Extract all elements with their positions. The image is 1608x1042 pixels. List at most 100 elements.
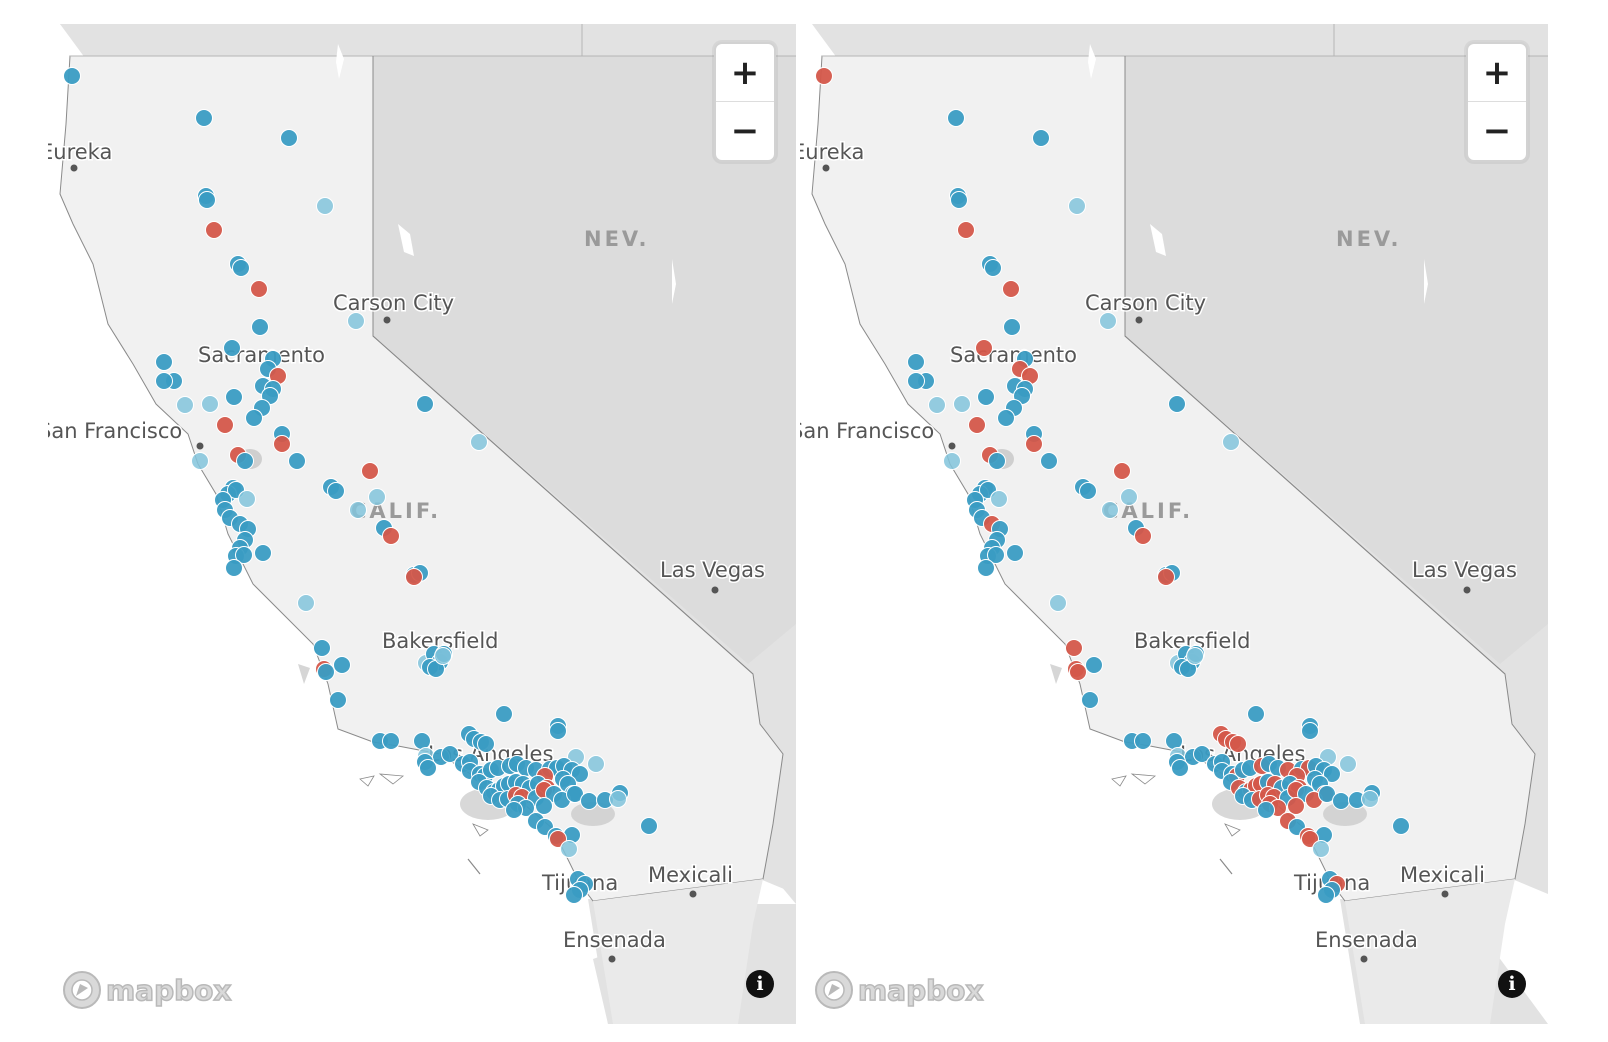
marker-red[interactable] <box>382 527 400 545</box>
marker-blue[interactable] <box>1085 656 1103 674</box>
marker-blue[interactable] <box>155 353 173 371</box>
marker-red[interactable] <box>1002 280 1020 298</box>
marker-blue[interactable] <box>236 452 254 470</box>
marker-blue[interactable] <box>327 482 345 500</box>
marker-blue[interactable] <box>441 745 459 763</box>
marker-blue[interactable] <box>587 755 605 773</box>
marker-blue[interactable] <box>225 388 243 406</box>
marker-blue[interactable] <box>347 312 365 330</box>
marker-blue[interactable] <box>1003 318 1021 336</box>
mapbox-logo[interactable]: mapbox <box>814 970 984 1010</box>
marker-red[interactable] <box>1025 435 1043 453</box>
marker-blue[interactable] <box>416 395 434 413</box>
marker-red[interactable] <box>1065 639 1083 657</box>
marker-blue[interactable] <box>907 353 925 371</box>
marker-blue[interactable] <box>1099 312 1117 330</box>
marker-blue[interactable] <box>988 452 1006 470</box>
marker-blue[interactable] <box>977 388 995 406</box>
marker-blue[interactable] <box>1081 691 1099 709</box>
zoom-out-button[interactable]: − <box>730 110 760 151</box>
marker-blue[interactable] <box>245 409 263 427</box>
marker-blue[interactable] <box>950 191 968 209</box>
marker-red[interactable] <box>1287 797 1305 815</box>
marker-blue[interactable] <box>990 490 1008 508</box>
marker-red[interactable] <box>361 462 379 480</box>
marker-blue[interactable] <box>333 656 351 674</box>
marker-blue[interactable] <box>1186 647 1204 665</box>
marker-blue[interactable] <box>977 559 995 577</box>
marker-blue[interactable] <box>235 546 253 564</box>
marker-blue[interactable] <box>191 452 209 470</box>
marker-blue[interactable] <box>953 395 971 413</box>
marker-red[interactable] <box>968 416 986 434</box>
marker-red[interactable] <box>250 280 268 298</box>
marker-blue[interactable] <box>368 488 386 506</box>
marker-blue[interactable] <box>198 191 216 209</box>
marker-red[interactable] <box>405 568 423 586</box>
marker-blue[interactable] <box>1323 765 1341 783</box>
marker-blue[interactable] <box>1257 801 1275 819</box>
zoom-out-button[interactable]: − <box>1482 110 1512 151</box>
marker-blue[interactable] <box>1165 732 1183 750</box>
marker-blue[interactable] <box>1171 759 1189 777</box>
marker-red[interactable] <box>216 416 234 434</box>
marker-blue[interactable] <box>997 409 1015 427</box>
marker-blue[interactable] <box>987 546 1005 564</box>
marker-blue[interactable] <box>195 109 213 127</box>
marker-blue[interactable] <box>1332 792 1350 810</box>
marker-red[interactable] <box>1113 462 1131 480</box>
marker-blue[interactable] <box>225 559 243 577</box>
marker-blue[interactable] <box>470 433 488 451</box>
marker-blue[interactable] <box>254 544 272 562</box>
marker-blue[interactable] <box>176 396 194 414</box>
marker-blue[interactable] <box>1312 840 1330 858</box>
marker-blue[interactable] <box>1032 129 1050 147</box>
marker-blue[interactable] <box>477 735 495 753</box>
marker-red[interactable] <box>273 435 291 453</box>
marker-blue[interactable] <box>943 452 961 470</box>
marker-blue[interactable] <box>495 705 513 723</box>
map-left[interactable]: Eureka NEV. Carson City Sacramento San F… <box>48 24 796 1024</box>
marker-blue[interactable] <box>232 259 250 277</box>
marker-red[interactable] <box>1157 568 1175 586</box>
marker-blue[interactable] <box>1134 732 1152 750</box>
marker-blue[interactable] <box>382 732 400 750</box>
marker-blue[interactable] <box>947 109 965 127</box>
marker-blue[interactable] <box>223 339 241 357</box>
marker-blue[interactable] <box>1361 790 1379 808</box>
marker-blue[interactable] <box>984 259 1002 277</box>
marker-blue[interactable] <box>317 663 335 681</box>
marker-blue[interactable] <box>1247 705 1265 723</box>
marker-blue[interactable] <box>413 732 431 750</box>
marker-blue[interactable] <box>609 790 627 808</box>
marker-blue[interactable] <box>1222 433 1240 451</box>
zoom-in-button[interactable]: + <box>1468 44 1526 102</box>
map-right[interactable]: Eureka NEV. Carson City Sacramento San F… <box>800 24 1548 1024</box>
marker-blue[interactable] <box>434 647 452 665</box>
mapbox-logo[interactable]: mapbox <box>62 970 232 1010</box>
marker-blue[interactable] <box>549 722 567 740</box>
marker-blue[interactable] <box>1193 745 1211 763</box>
marker-blue[interactable] <box>329 691 347 709</box>
marker-blue[interactable] <box>419 759 437 777</box>
marker-blue[interactable] <box>238 490 256 508</box>
marker-blue[interactable] <box>155 372 173 390</box>
marker-blue[interactable] <box>505 801 523 819</box>
marker-blue[interactable] <box>907 372 925 390</box>
marker-blue[interactable] <box>1392 817 1410 835</box>
marker-blue[interactable] <box>1301 722 1319 740</box>
marker-blue[interactable] <box>535 797 553 815</box>
info-button[interactable]: i <box>746 970 774 998</box>
marker-blue[interactable] <box>1339 755 1357 773</box>
marker-red[interactable] <box>815 67 833 85</box>
marker-blue[interactable] <box>560 840 578 858</box>
marker-blue[interactable] <box>1006 544 1024 562</box>
marker-blue[interactable] <box>640 817 658 835</box>
marker-blue[interactable] <box>1068 197 1086 215</box>
marker-blue[interactable] <box>1120 488 1138 506</box>
marker-red[interactable] <box>1134 527 1152 545</box>
marker-blue[interactable] <box>251 318 269 336</box>
info-button[interactable]: i <box>1498 970 1526 998</box>
marker-blue[interactable] <box>349 501 367 519</box>
marker-blue[interactable] <box>297 594 315 612</box>
